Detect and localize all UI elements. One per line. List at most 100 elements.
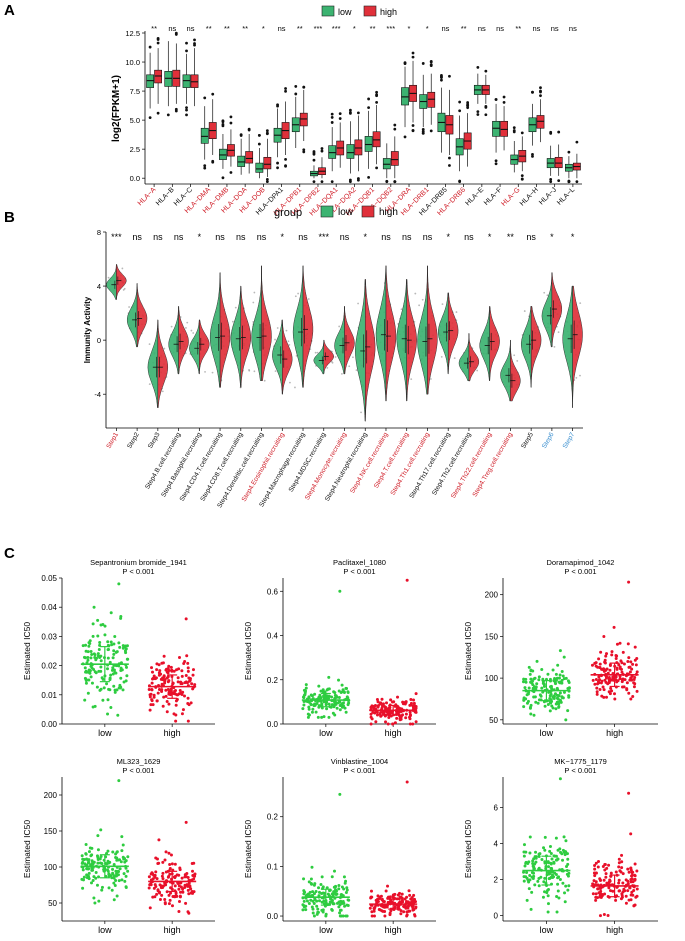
subplot-title: Sepantronium bromide_1941 (90, 558, 187, 567)
scatter-point-high (177, 884, 181, 888)
y-tick-label: 150 (485, 632, 499, 641)
scatter-point-high (179, 890, 183, 894)
scatter-point-low (114, 874, 118, 878)
violin-point (232, 320, 234, 323)
significance-label: ns (423, 232, 433, 242)
scatter-point-low (112, 642, 116, 646)
scatter-point-high (607, 681, 611, 685)
scatter-point-low (94, 671, 98, 675)
scatter-point-low (326, 695, 330, 699)
scatter-point-low (333, 885, 337, 889)
scatter-point-low (87, 850, 91, 854)
scatter-point-low (525, 898, 529, 902)
scatter-point-high (391, 722, 395, 726)
x-category-label: Step6 (541, 431, 556, 450)
scatter-point-low (114, 879, 118, 883)
scatter-point-low (547, 865, 551, 869)
scatter-point-low (118, 858, 122, 862)
scatter-point-low (112, 862, 116, 866)
significance-label: ** (206, 24, 212, 33)
box-outlier (539, 90, 542, 94)
panel-c-label: C (4, 545, 15, 562)
y-axis-title: Estimated IC50 (22, 622, 32, 680)
box-outlier (265, 177, 269, 181)
scatter-point-high (404, 712, 408, 716)
box-outlier (320, 149, 324, 153)
scatter-point-low (331, 902, 335, 906)
scatter-point-low (112, 684, 116, 688)
box-outlier (575, 140, 579, 144)
scatter-point-low (541, 681, 545, 685)
box-outlier (375, 166, 379, 170)
scatter-point-high (186, 666, 190, 670)
scatter-point-low (92, 605, 96, 609)
scatter-point-high (168, 872, 172, 876)
x-category-label: Step7 (562, 431, 577, 450)
scatter-point-high (635, 657, 639, 661)
scatter-point-high (163, 902, 167, 906)
y-axis-title: Estimated IC50 (22, 820, 32, 878)
scatter-point-low (543, 835, 547, 839)
scatter-point-high (608, 692, 612, 696)
scatter-point-high (374, 720, 378, 724)
scatter-point-low (548, 849, 552, 853)
violin-half-high (447, 292, 459, 375)
scatter-point-high (621, 650, 625, 654)
scatter-point-low (524, 860, 528, 864)
scatter-point-low (534, 850, 538, 854)
box-outlier (367, 175, 371, 179)
scatter-point-low (98, 656, 102, 660)
scatter-point-low (92, 896, 96, 900)
violin-point (440, 355, 443, 358)
scatter-point-low (325, 886, 329, 890)
violin-point (204, 370, 206, 373)
scatter-point-high (602, 688, 606, 692)
scatter-point-high (389, 710, 393, 714)
violin-half-low (396, 279, 407, 402)
scatter-point-high (187, 703, 191, 707)
scatter-point-low (566, 687, 570, 691)
scatter-point-high (181, 887, 185, 891)
scatter-point-high (604, 872, 608, 876)
scatter-point-low (551, 695, 555, 699)
scatter-point-low (80, 877, 84, 881)
box-outlier (330, 180, 334, 184)
scatter-point-low (555, 910, 559, 914)
scatter-point-high (173, 862, 177, 866)
scatter-point-low (109, 705, 113, 709)
scatter-point-high (610, 653, 614, 657)
scatter-point-low (554, 672, 558, 676)
x-category-label: Step4.Treg.cell.recruiting (472, 431, 515, 498)
scatter-point-high (369, 895, 373, 899)
significance-label: ns (174, 232, 184, 242)
scatter-point-high (411, 706, 415, 710)
box-outlier (338, 112, 342, 116)
violin-half-low (500, 339, 511, 402)
scatter-point-low (536, 701, 540, 705)
scatter-point-low (524, 680, 528, 684)
scatter-point-high (160, 688, 164, 692)
scatter-point-high (632, 904, 636, 908)
scatter-point-high (409, 703, 413, 707)
scatter-point-low (347, 701, 351, 705)
scatter-point-high (606, 671, 610, 675)
scatter-point-low (540, 857, 544, 861)
scatter-point-low (121, 843, 125, 847)
scatter-point-high (613, 697, 617, 701)
scatter-point-low (114, 650, 118, 654)
scatter-point-low (339, 914, 343, 918)
y-tick-label: 4 (97, 282, 101, 291)
scatter-point-high (633, 862, 637, 866)
violin-half-high (282, 319, 293, 395)
scatter-point-low (312, 914, 316, 918)
scatter-point-low (526, 699, 530, 703)
scatter-point-low (311, 890, 315, 894)
scatter-point-high (176, 680, 180, 684)
significance-label: ** (515, 24, 521, 33)
scatter-point-high (150, 666, 154, 670)
scatter-point-high (152, 693, 156, 697)
scatter-point-high (407, 889, 411, 893)
violin-point (326, 366, 329, 369)
violin-point (455, 311, 458, 313)
scatter-point-high (185, 654, 189, 658)
